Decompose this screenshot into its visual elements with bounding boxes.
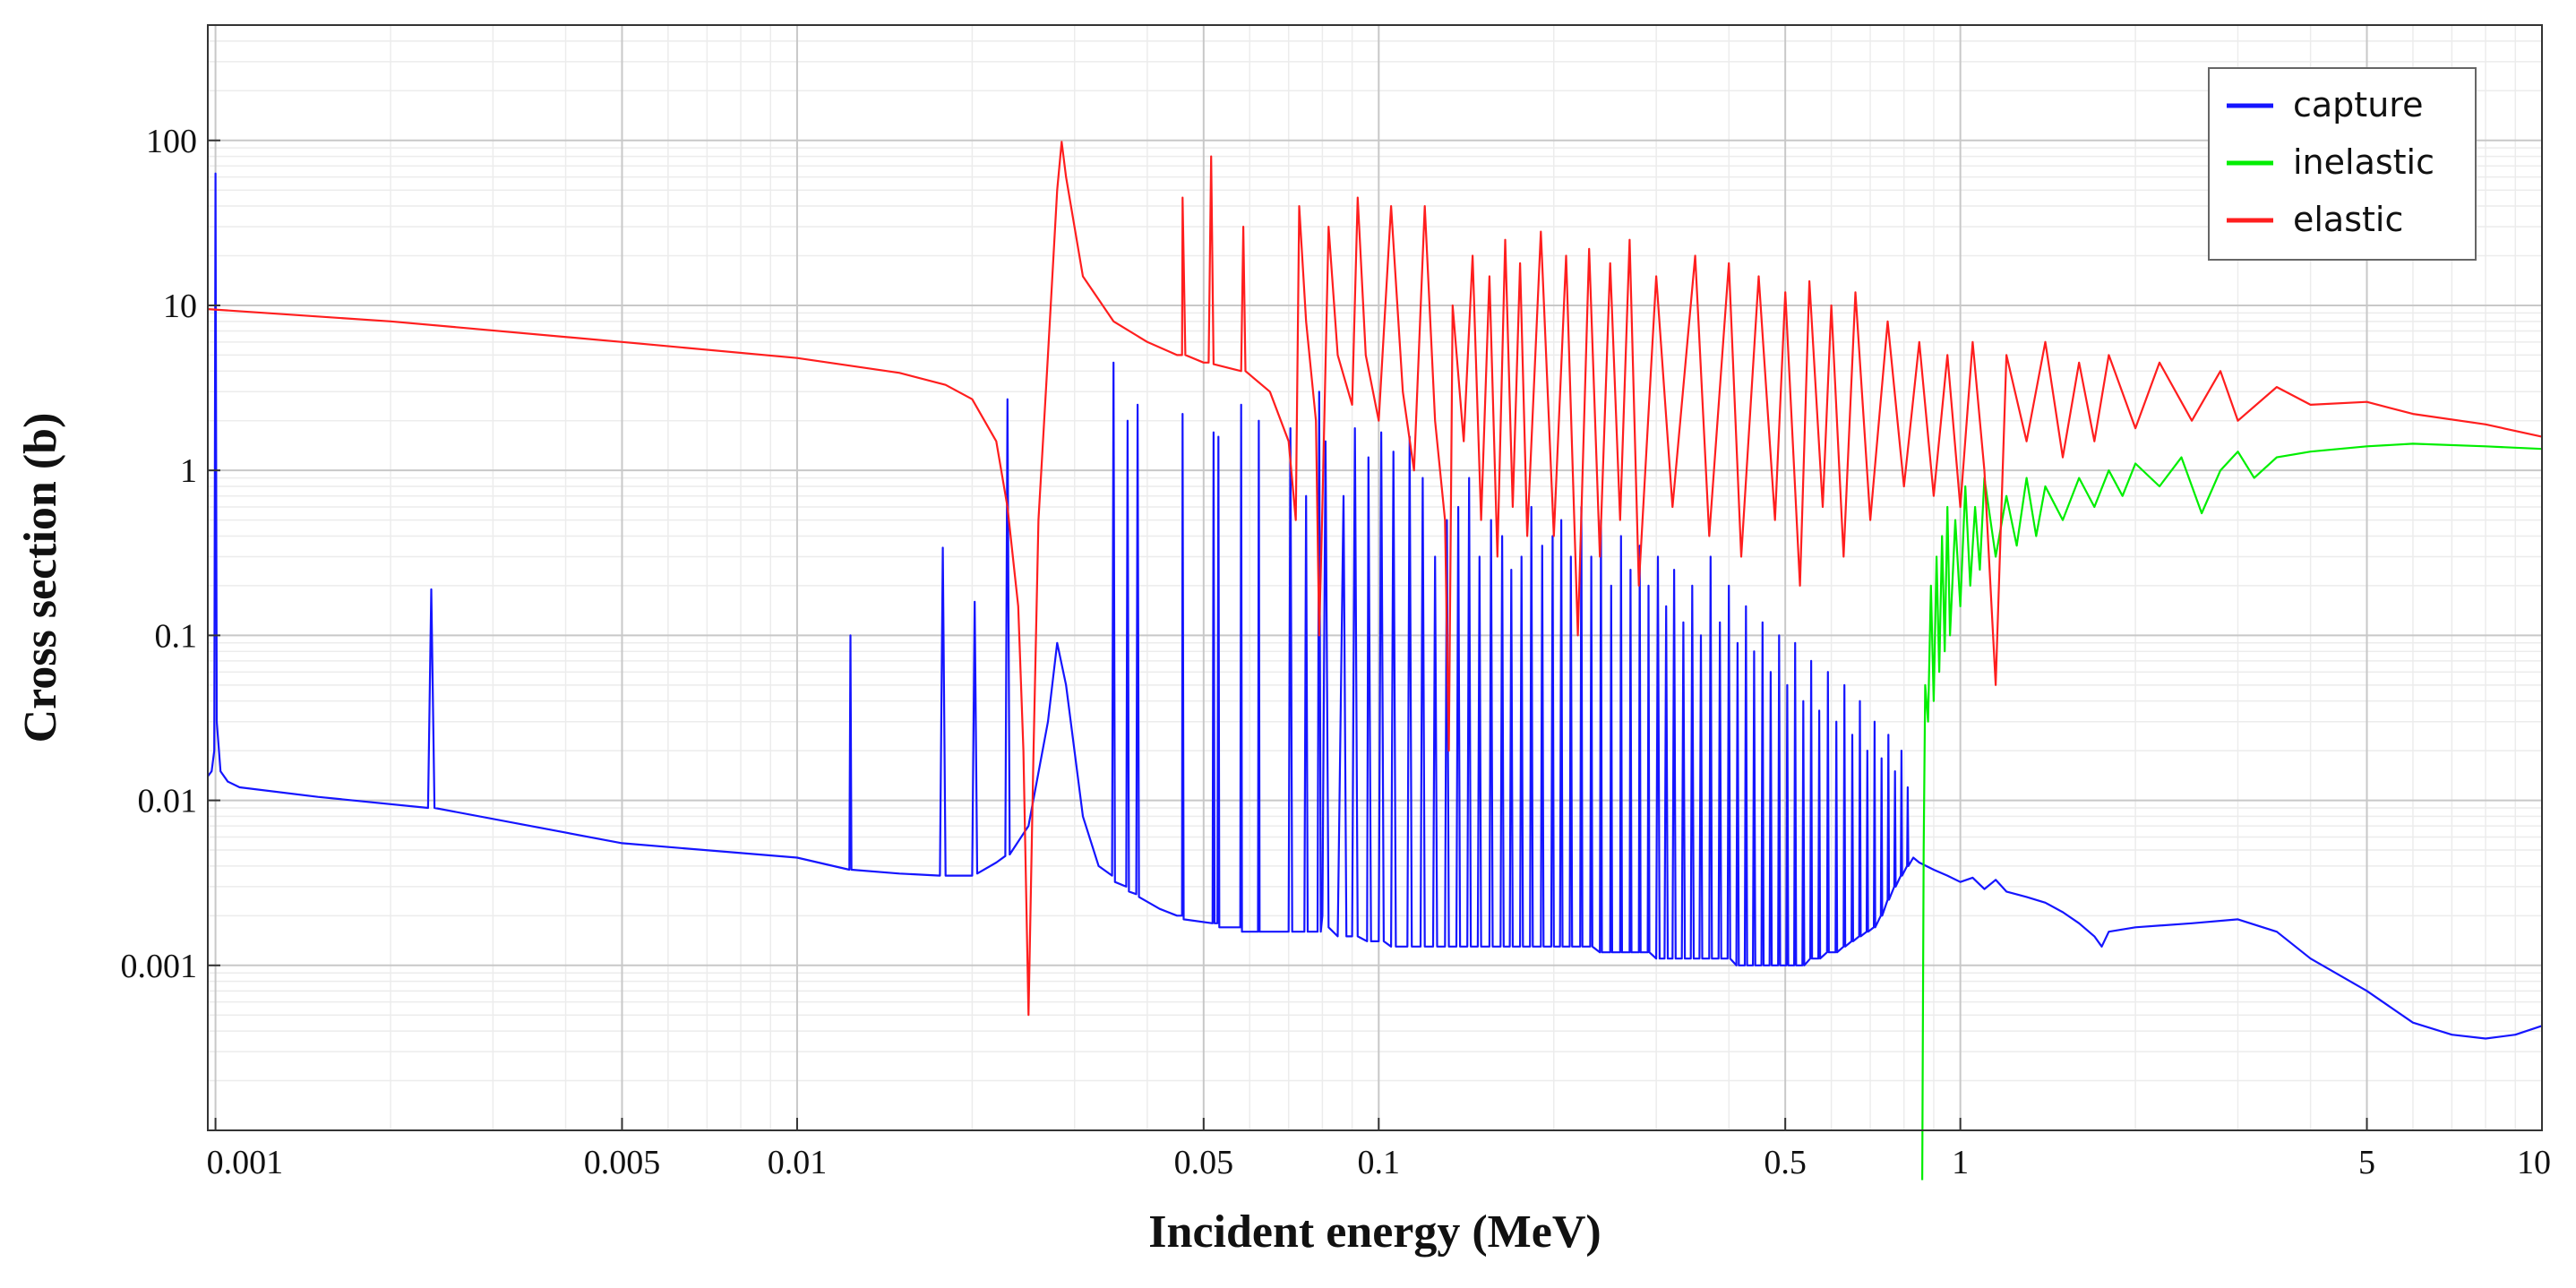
x-tick-label: 0.01 [768,1144,828,1181]
y-tick-label: 1 [180,452,197,490]
x-axis-ticks: 0.001 0.005 0.01 0.05 0.1 0.5 1 5 10 [207,1118,2551,1181]
y-tick-label: 0.001 [121,948,198,985]
minor-grid [208,24,2542,1130]
series-line-elastic [207,141,2543,1017]
x-tick-label: 0.5 [1764,1144,1807,1181]
major-grid [208,25,2543,1131]
plot-frame [207,24,2543,1131]
y-tick-label: 0.1 [155,617,198,655]
legend-label-capture: capture [2293,85,2423,125]
x-tick-label: 5 [2358,1144,2375,1181]
x-tick-label: 0.05 [1174,1144,1234,1181]
legend-label-inelastic: inelastic [2293,142,2434,182]
legend: capture inelastic elastic [2208,67,2477,261]
y-axis-ticks: 0.001 0.01 0.1 1 10 100 [121,123,220,985]
x-tick-label: 0.005 [584,1144,661,1181]
legend-label-elastic: elastic [2293,200,2403,239]
x-axis-title: Incident energy (MeV) [1148,1206,1601,1258]
x-tick-label: 1 [1952,1144,1969,1181]
y-axis-title: Cross section (b) [15,413,66,743]
x-tick-label: 0.1 [1358,1144,1401,1181]
y-tick-label: 100 [146,123,197,160]
x-tick-label: 0.001 [207,1144,284,1181]
y-tick-label: 0.01 [138,783,198,820]
series-line-inelastic [1921,442,2543,1181]
series-line-capture [207,172,2543,1040]
series-layer [207,141,2543,1181]
y-tick-label: 10 [163,288,197,325]
x-tick-label: 10 [2517,1144,2551,1181]
